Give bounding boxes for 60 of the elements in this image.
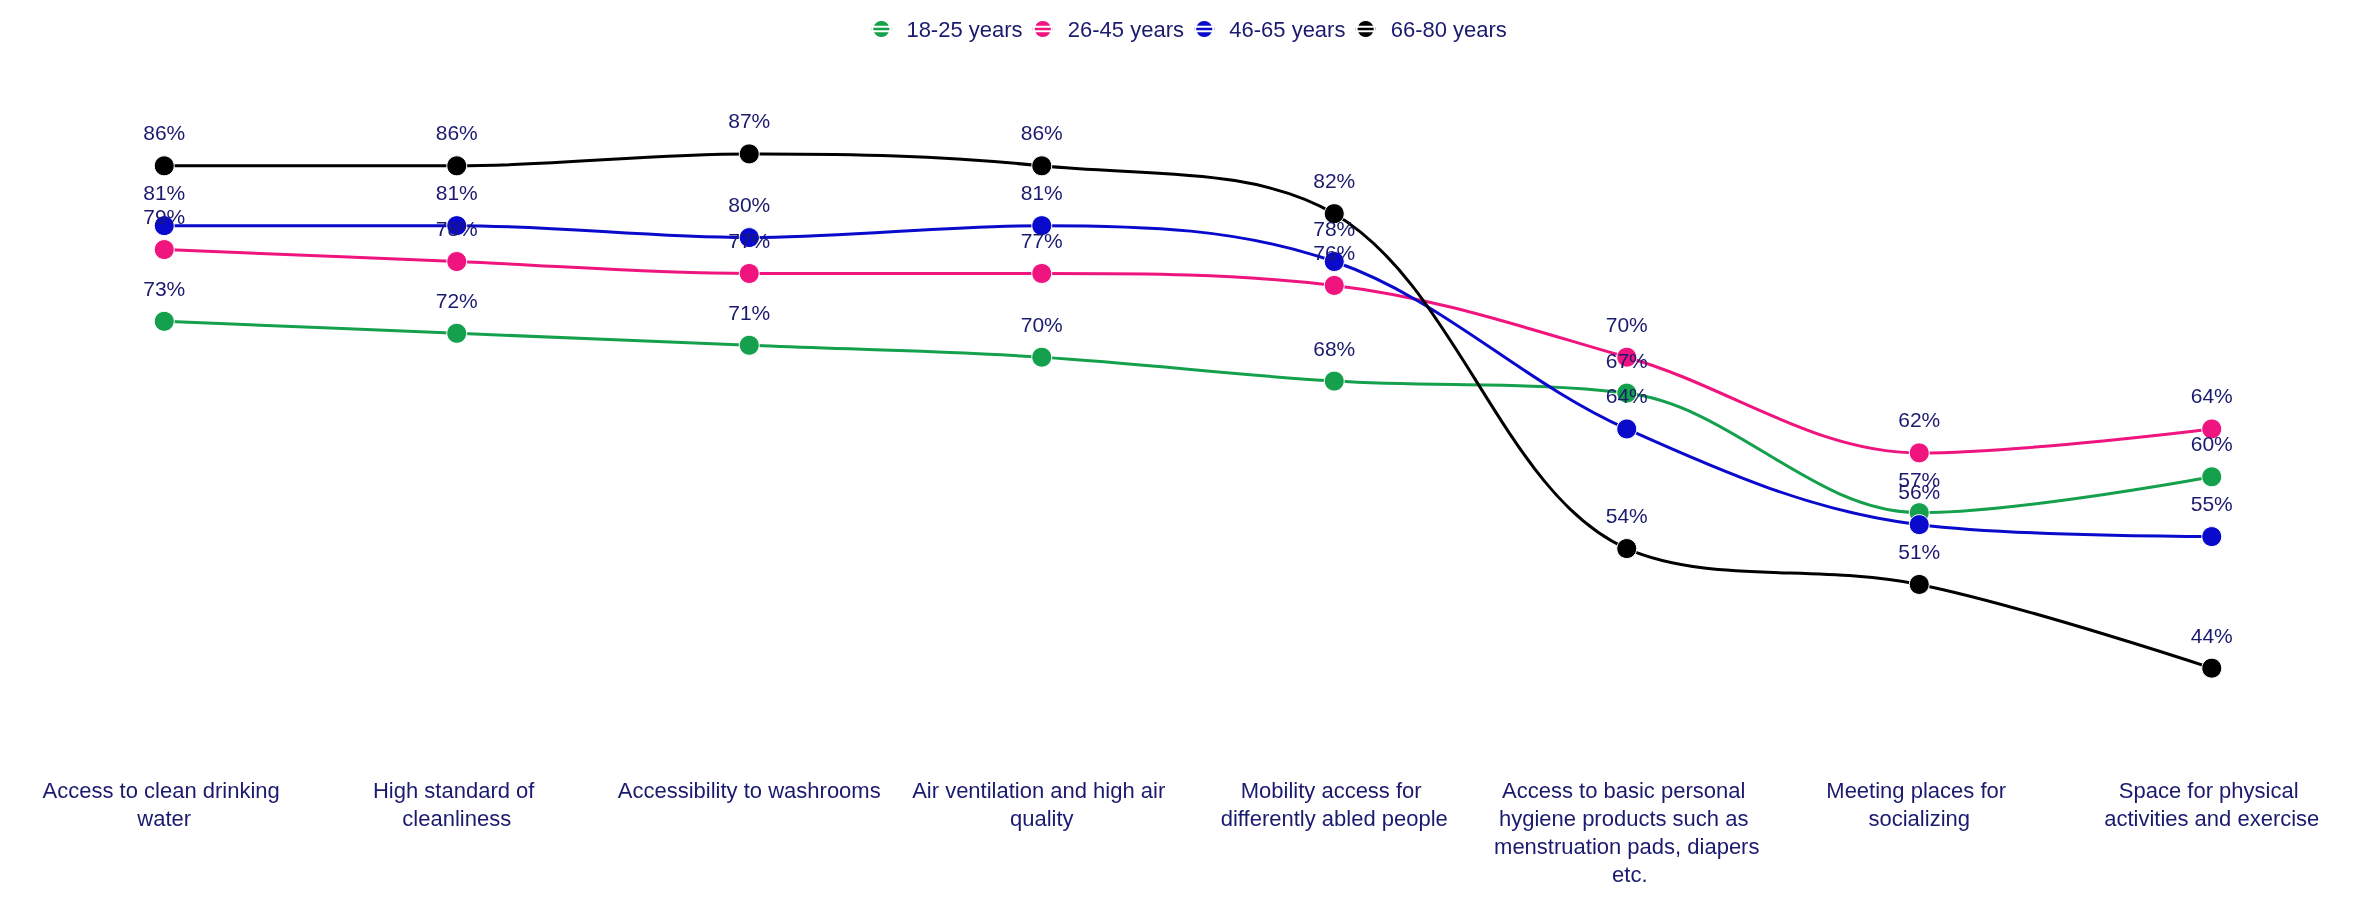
data-label: 60% [2190,432,2233,456]
point [1031,262,1053,284]
legend-label: 18-25 years [906,16,1023,42]
point [446,251,468,273]
point [2201,657,2223,679]
point [153,239,175,261]
x-tick-label: Accessibility to washrooms [617,777,881,803]
point [1908,514,1930,536]
x-tick-label: Access to basic personal hygiene products such as menstruation pads, diapers etc. [1494,777,1760,887]
data-label: 87% [728,109,771,133]
data-label: 79% [143,205,186,229]
point [1908,573,1930,595]
point [2201,466,2223,488]
data-label: 78% [1313,217,1356,241]
data-label: 68% [1313,336,1356,360]
point [446,155,468,177]
x-tick-label: High standard of cleanliness [372,777,541,831]
legend-label: 66-80 years [1390,16,1507,42]
data-label: 86% [1020,121,1063,145]
data-label: 81% [435,181,478,205]
data-label: 73% [143,276,186,300]
x-tick-label: Space for physical activities and exercise [2104,777,2320,831]
point [1616,418,1638,440]
point [1616,538,1638,560]
x-tick-label: Mobility access for differently abled people [1220,777,1448,831]
legend-label: 26-45 years [1067,16,1185,42]
point [1031,346,1053,368]
legend-label: 46-65 years [1229,16,1346,42]
point [153,155,175,177]
data-label: 86% [435,121,478,145]
x-tick-label: Access to clean drinking water [42,777,286,831]
data-label: 82% [1313,169,1356,193]
point [153,310,175,332]
data-label: 55% [2190,492,2233,516]
point [1031,155,1053,177]
data-label: 51% [1898,539,1941,563]
data-label: 62% [1898,408,1941,432]
data-label: 70% [1605,312,1648,336]
point [738,334,760,356]
data-label: 44% [2190,623,2233,647]
point [738,262,760,284]
data-label: 81% [1020,181,1063,205]
data-label: 72% [435,288,478,312]
point [1323,370,1345,392]
data-label: 81% [143,181,186,205]
data-label: 77% [1020,228,1063,252]
point [1323,274,1345,296]
data-label: 80% [728,193,771,217]
data-label: 54% [1605,504,1648,528]
data-label: 86% [143,121,186,145]
point [446,322,468,344]
x-tick-label: Meeting places for socializing [1826,777,2013,831]
data-label: 70% [1020,312,1063,336]
data-label: 78% [435,217,478,241]
point [738,143,760,165]
point [2201,526,2223,548]
data-label: 64% [2190,384,2233,408]
x-tick-label: Air ventilation and high air quality [912,777,1172,831]
data-label: 71% [728,300,771,324]
point [1908,442,1930,464]
